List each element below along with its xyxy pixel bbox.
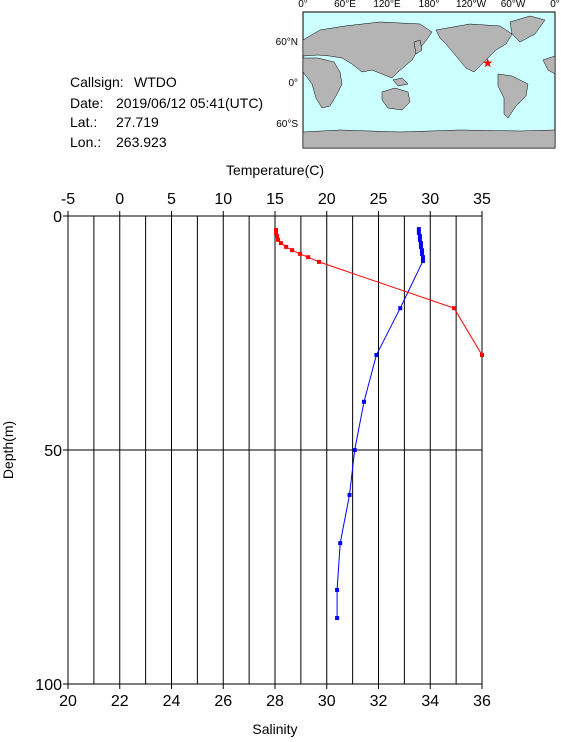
x-tick-label: 28 (266, 693, 284, 710)
profile-point (452, 306, 457, 311)
x2-tick-label: 5 (167, 191, 176, 208)
profile-point (418, 241, 423, 246)
profile-point (416, 230, 421, 235)
station-info: Callsign: WTDO Date: 2019/06/12 05:41(UT… (70, 74, 263, 150)
lat: 27.719 (116, 114, 159, 130)
y-tick-label: 0 (53, 209, 62, 226)
y-tick-label: 50 (44, 443, 62, 460)
x2-tick-label: 10 (214, 191, 232, 208)
map-land (302, 15, 556, 149)
map-lon-label: 60°E (334, 0, 356, 10)
x-axis-label: Salinity (252, 721, 297, 737)
x2-tick-label: 30 (421, 191, 439, 208)
profile-line (336, 229, 424, 618)
x2-tick-label: -5 (61, 191, 75, 208)
profile-point (338, 541, 343, 546)
x-tick-label: 22 (111, 693, 129, 710)
map-lat-label: 0° (288, 78, 298, 89)
callsign: WTDO (134, 74, 177, 90)
lon: 263.923 (116, 134, 167, 150)
profile-point (419, 251, 424, 256)
x2-tick-label: 20 (318, 191, 336, 208)
date: 2019/06/12 05:41(UTC) (116, 95, 263, 111)
profile-point (421, 258, 426, 263)
profile-point (419, 248, 424, 253)
profile-point (417, 237, 422, 242)
x-tick-label: 20 (59, 693, 77, 710)
map-lat-label: 60°N (276, 37, 298, 48)
map-lon-label: 120°E (373, 0, 401, 10)
profile-point (278, 241, 283, 246)
x2-tick-label: 25 (370, 191, 388, 208)
x2-tick-label: 15 (266, 191, 284, 208)
profile-point (374, 352, 379, 357)
profile-point (347, 492, 352, 497)
lat-label: Lat.: (70, 114, 97, 130)
profile-point (352, 448, 357, 452)
profile-point (274, 230, 279, 235)
date-label: Date: (70, 95, 103, 111)
profile-point (298, 251, 303, 256)
x-tick-label: 36 (473, 693, 491, 710)
profile-point (284, 244, 289, 249)
profile-point (421, 255, 426, 260)
x2-axis-label: Temperature(C) (226, 162, 324, 178)
lon-label: Lon.: (70, 134, 101, 150)
profile-point (290, 248, 295, 253)
map-lon-label: 60°W (501, 0, 526, 10)
profile-point (480, 352, 484, 357)
profile-point (316, 259, 321, 264)
y-axis-label: Depth(m) (0, 421, 16, 479)
profile-point (274, 228, 279, 233)
profile-point (335, 587, 340, 592)
profile-point (306, 255, 311, 260)
map-lon-label: 120°W (456, 0, 487, 10)
map-lon-label: 180° (419, 0, 440, 10)
profile-point (362, 399, 367, 404)
map-lat-label: 60°S (276, 119, 298, 130)
x-tick-label: 30 (318, 693, 336, 710)
map-lon-label: 0° (550, 0, 560, 10)
profile-point (398, 306, 403, 311)
map-lon-label: 0° (298, 0, 308, 10)
profile-point (418, 244, 423, 249)
profile-point (276, 237, 281, 242)
profile-point (275, 234, 280, 239)
x-tick-label: 26 (214, 693, 232, 710)
x2-tick-label: 0 (115, 191, 124, 208)
profile-point (417, 234, 422, 239)
y-tick-label: 100 (35, 677, 62, 694)
x2-tick-label: 35 (473, 191, 491, 208)
x-tick-label: 32 (370, 693, 388, 710)
x-tick-label: 34 (421, 693, 439, 710)
profile-point (335, 616, 340, 621)
profile-point (416, 227, 421, 232)
map (302, 11, 556, 149)
x-tick-label: 24 (163, 693, 181, 710)
station-marker (483, 58, 493, 68)
callsign-label: Callsign: (70, 74, 124, 90)
